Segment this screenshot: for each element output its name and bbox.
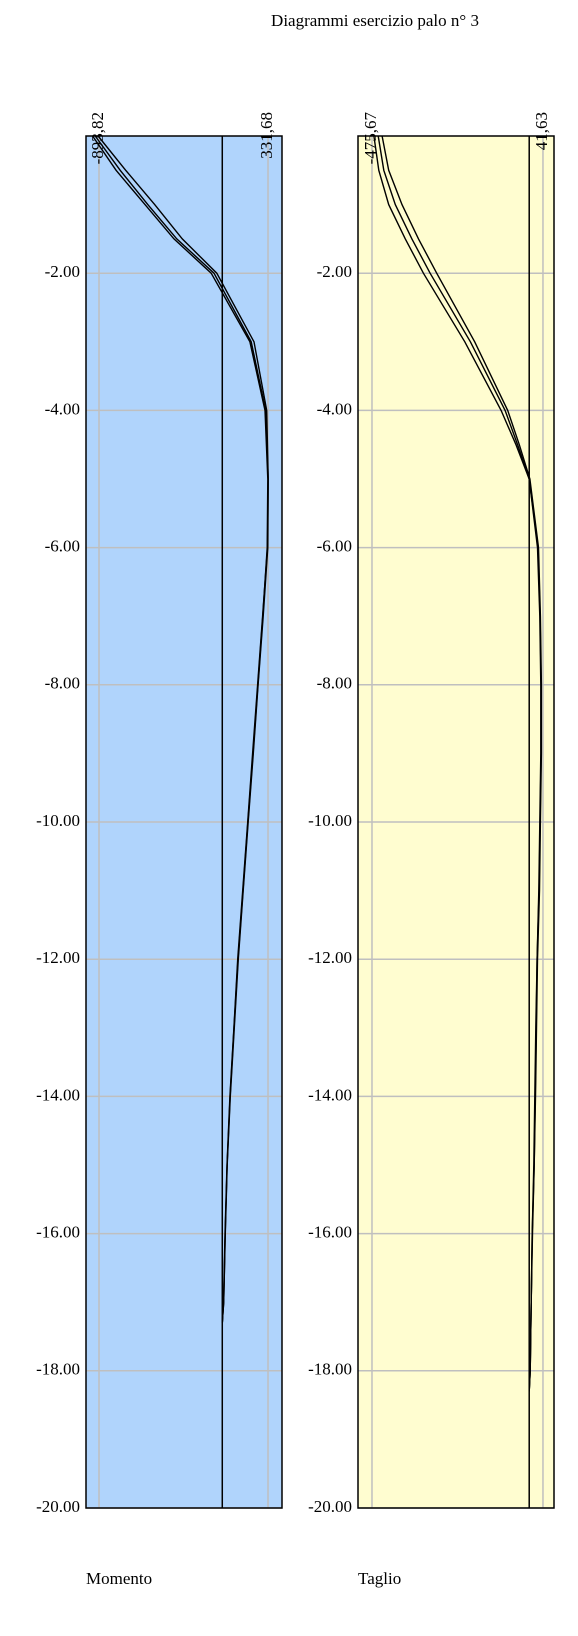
x-tick-label: 41,63 bbox=[532, 112, 551, 150]
y-tick-label: -8.00 bbox=[317, 674, 352, 693]
y-tick-label: -14.00 bbox=[308, 1085, 352, 1104]
y-tick-label: -16.00 bbox=[36, 1223, 80, 1242]
y-tick-label: -6.00 bbox=[317, 537, 352, 556]
y-tick-label: -14.00 bbox=[36, 1085, 80, 1104]
y-tick-label: -16.00 bbox=[308, 1223, 352, 1242]
y-tick-label: -20.00 bbox=[308, 1497, 352, 1516]
y-tick-label: -12.00 bbox=[308, 948, 352, 967]
y-tick-label: -4.00 bbox=[45, 399, 80, 418]
y-tick-label: -20.00 bbox=[36, 1497, 80, 1516]
y-tick-label: -2.00 bbox=[317, 262, 352, 281]
y-tick-label: -2.00 bbox=[45, 262, 80, 281]
y-tick-label: -6.00 bbox=[45, 537, 80, 556]
y-tick-label: -12.00 bbox=[36, 948, 80, 967]
y-tick-label: -18.00 bbox=[36, 1360, 80, 1379]
x-axis-label: Taglio bbox=[358, 1569, 401, 1588]
plot-border bbox=[85, 135, 283, 1509]
x-tick-label: -475,67 bbox=[361, 112, 380, 165]
x-axis-label: Momento bbox=[86, 1569, 152, 1588]
y-tick-label: -18.00 bbox=[308, 1360, 352, 1379]
curve bbox=[381, 135, 543, 1392]
y-tick-label: -8.00 bbox=[45, 674, 80, 693]
y-tick-label: -4.00 bbox=[317, 399, 352, 418]
y-tick-label: -10.00 bbox=[36, 811, 80, 830]
plot-border bbox=[357, 135, 555, 1509]
chart-title: Diagrammi esercizio palo n° 3 bbox=[271, 11, 479, 30]
y-tick-label: -10.00 bbox=[308, 811, 352, 830]
curve bbox=[92, 135, 269, 1323]
